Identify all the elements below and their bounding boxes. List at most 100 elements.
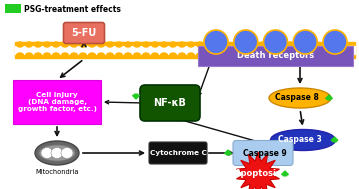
Ellipse shape — [242, 53, 248, 58]
Ellipse shape — [269, 53, 275, 58]
Circle shape — [264, 30, 288, 54]
Ellipse shape — [214, 53, 222, 58]
FancyArrow shape — [225, 150, 232, 155]
Ellipse shape — [278, 53, 284, 58]
Ellipse shape — [51, 147, 63, 159]
Text: Apoptosis: Apoptosis — [234, 170, 281, 178]
Ellipse shape — [34, 53, 42, 58]
Ellipse shape — [269, 42, 275, 47]
Ellipse shape — [25, 42, 33, 47]
Ellipse shape — [125, 53, 131, 58]
Ellipse shape — [340, 42, 348, 47]
FancyBboxPatch shape — [5, 4, 21, 13]
Ellipse shape — [269, 88, 331, 108]
FancyArrow shape — [326, 95, 332, 100]
Ellipse shape — [143, 42, 149, 47]
Ellipse shape — [295, 53, 303, 58]
FancyBboxPatch shape — [13, 80, 101, 124]
Circle shape — [234, 30, 258, 54]
Text: Cytochrome C: Cytochrome C — [150, 150, 206, 156]
Ellipse shape — [79, 42, 87, 47]
Ellipse shape — [61, 53, 69, 58]
Ellipse shape — [295, 42, 303, 47]
Ellipse shape — [160, 42, 168, 47]
Ellipse shape — [134, 42, 140, 47]
FancyBboxPatch shape — [15, 46, 355, 54]
Circle shape — [323, 30, 347, 54]
Ellipse shape — [187, 53, 195, 58]
Ellipse shape — [260, 42, 266, 47]
Text: Death receptors: Death receptors — [237, 50, 314, 60]
Ellipse shape — [313, 53, 321, 58]
FancyBboxPatch shape — [64, 22, 104, 43]
Ellipse shape — [169, 42, 177, 47]
FancyBboxPatch shape — [198, 46, 353, 66]
Ellipse shape — [260, 53, 266, 58]
Ellipse shape — [79, 53, 87, 58]
Ellipse shape — [322, 42, 330, 47]
Ellipse shape — [70, 42, 78, 47]
Ellipse shape — [313, 42, 321, 47]
Ellipse shape — [43, 42, 51, 47]
Ellipse shape — [169, 53, 177, 58]
Ellipse shape — [286, 42, 294, 47]
Text: Caspase 9: Caspase 9 — [243, 149, 287, 157]
Ellipse shape — [278, 42, 284, 47]
Ellipse shape — [151, 53, 159, 58]
Ellipse shape — [134, 53, 140, 58]
Ellipse shape — [304, 42, 312, 47]
Ellipse shape — [89, 53, 95, 58]
FancyBboxPatch shape — [140, 85, 200, 121]
Circle shape — [204, 30, 228, 54]
Text: Cell injury
(DNA damage,
growth factor, etc.): Cell injury (DNA damage, growth factor, … — [18, 92, 97, 112]
Ellipse shape — [160, 53, 168, 58]
Ellipse shape — [107, 42, 113, 47]
Ellipse shape — [35, 141, 79, 165]
Ellipse shape — [251, 42, 257, 47]
Ellipse shape — [43, 53, 51, 58]
Ellipse shape — [17, 53, 23, 58]
Ellipse shape — [39, 145, 75, 161]
Ellipse shape — [116, 53, 122, 58]
Text: Caspase 3: Caspase 3 — [278, 136, 322, 145]
Ellipse shape — [98, 53, 104, 58]
Ellipse shape — [331, 42, 339, 47]
Ellipse shape — [25, 53, 33, 58]
Ellipse shape — [143, 53, 149, 58]
FancyArrow shape — [331, 137, 338, 142]
Ellipse shape — [34, 42, 42, 47]
Ellipse shape — [196, 53, 204, 58]
Ellipse shape — [224, 53, 230, 58]
Ellipse shape — [270, 129, 336, 150]
Text: 5-FU: 5-FU — [71, 28, 97, 38]
Ellipse shape — [17, 42, 23, 47]
Ellipse shape — [196, 42, 204, 47]
Polygon shape — [237, 152, 279, 189]
FancyBboxPatch shape — [233, 140, 293, 166]
Ellipse shape — [151, 42, 159, 47]
FancyBboxPatch shape — [15, 42, 355, 58]
Ellipse shape — [61, 42, 69, 47]
Ellipse shape — [41, 147, 53, 159]
Ellipse shape — [98, 42, 104, 47]
Ellipse shape — [116, 42, 122, 47]
Ellipse shape — [304, 53, 312, 58]
Ellipse shape — [242, 42, 248, 47]
FancyArrow shape — [281, 171, 288, 176]
Ellipse shape — [233, 53, 239, 58]
Text: PSG-treatment effects: PSG-treatment effects — [24, 5, 121, 13]
Ellipse shape — [89, 42, 95, 47]
Ellipse shape — [70, 53, 78, 58]
Ellipse shape — [224, 42, 230, 47]
Ellipse shape — [61, 147, 73, 159]
FancyArrow shape — [132, 94, 139, 99]
Ellipse shape — [214, 42, 222, 47]
Ellipse shape — [233, 42, 239, 47]
Ellipse shape — [205, 53, 213, 58]
Ellipse shape — [52, 53, 60, 58]
Ellipse shape — [125, 42, 131, 47]
Ellipse shape — [205, 42, 213, 47]
Ellipse shape — [322, 53, 330, 58]
Ellipse shape — [52, 42, 60, 47]
Ellipse shape — [178, 42, 186, 47]
